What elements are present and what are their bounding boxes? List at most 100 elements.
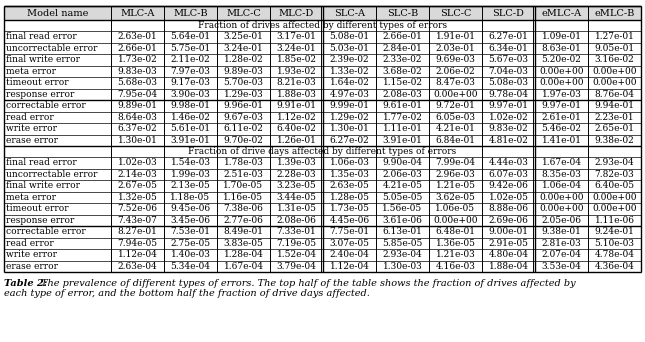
Text: 2.61e-01: 2.61e-01 (542, 113, 581, 122)
Text: 4.44e-03: 4.44e-03 (488, 158, 528, 167)
Text: 0.00e+00: 0.00e+00 (433, 216, 478, 225)
Text: SLC-A: SLC-A (334, 9, 365, 17)
Text: 9.91e-01: 9.91e-01 (277, 101, 317, 110)
Text: 1.93e-02: 1.93e-02 (277, 67, 317, 76)
Text: 2.40e-04: 2.40e-04 (330, 250, 370, 259)
Text: 1.12e-02: 1.12e-02 (277, 113, 317, 122)
Text: 6.48e-01: 6.48e-01 (435, 227, 475, 236)
Text: 5.67e-03: 5.67e-03 (488, 55, 528, 64)
Text: final write error: final write error (6, 55, 80, 64)
Text: 1.67e-04: 1.67e-04 (542, 158, 582, 167)
Text: read error: read error (6, 239, 54, 248)
Text: 2.63e-04: 2.63e-04 (117, 262, 157, 271)
Text: 9.99e-01: 9.99e-01 (330, 101, 370, 110)
Text: 0.00e+00: 0.00e+00 (592, 67, 637, 76)
Text: 3.62e-05: 3.62e-05 (435, 193, 475, 202)
Text: 1.56e-05: 1.56e-05 (382, 204, 422, 213)
Text: 1.32e-05: 1.32e-05 (117, 193, 157, 202)
Text: erase error: erase error (6, 262, 58, 271)
Text: 2.23e-01: 2.23e-01 (595, 113, 634, 122)
Text: MLC-A: MLC-A (121, 9, 155, 17)
Text: 4.97e-03: 4.97e-03 (330, 90, 370, 99)
Text: 5.64e-01: 5.64e-01 (170, 32, 210, 41)
Text: 8.21e-03: 8.21e-03 (277, 78, 317, 87)
Text: each type of error, and the bottom half the fraction of drive days affected.: each type of error, and the bottom half … (4, 289, 370, 298)
Text: 4.16e-03: 4.16e-03 (435, 262, 475, 271)
Text: The prevalence of different types of errors. The top half of the table shows the: The prevalence of different types of err… (41, 279, 575, 288)
Text: 1.11e-06: 1.11e-06 (595, 216, 635, 225)
Text: 1.35e-03: 1.35e-03 (330, 170, 370, 179)
Text: 2.08e-06: 2.08e-06 (277, 216, 317, 225)
Text: 2.75e-05: 2.75e-05 (170, 239, 210, 248)
Text: 0.00e+00: 0.00e+00 (592, 78, 637, 87)
Text: 1.78e-03: 1.78e-03 (224, 158, 263, 167)
Text: 1.28e-05: 1.28e-05 (330, 193, 370, 202)
Text: 3.90e-03: 3.90e-03 (171, 90, 210, 99)
Text: 8.76e-04: 8.76e-04 (595, 90, 635, 99)
Text: 5.70e-03: 5.70e-03 (224, 78, 264, 87)
Text: 2.65e-01: 2.65e-01 (595, 124, 635, 133)
Text: SLC-C: SLC-C (440, 9, 471, 17)
Text: 1.06e-03: 1.06e-03 (330, 158, 370, 167)
Text: 0.00e+00: 0.00e+00 (539, 204, 584, 213)
Text: 4.80e-04: 4.80e-04 (488, 250, 528, 259)
Text: 1.21e-03: 1.21e-03 (435, 250, 475, 259)
Text: 3.23e-05: 3.23e-05 (277, 181, 317, 190)
Text: 1.64e-02: 1.64e-02 (330, 78, 370, 87)
Text: 2.66e-01: 2.66e-01 (117, 44, 157, 53)
Text: 2.67e-05: 2.67e-05 (117, 181, 157, 190)
Text: 1.02e-02: 1.02e-02 (489, 113, 528, 122)
Text: 3.79e-04: 3.79e-04 (277, 262, 317, 271)
Text: 9.89e-01: 9.89e-01 (117, 101, 157, 110)
Text: 9.17e-03: 9.17e-03 (170, 78, 210, 87)
Text: 0.00e+00: 0.00e+00 (433, 90, 478, 99)
Text: 6.40e-05: 6.40e-05 (595, 181, 635, 190)
Text: 7.95e-04: 7.95e-04 (117, 90, 157, 99)
Text: 5.34e-04: 5.34e-04 (170, 262, 210, 271)
Text: 1.30e-01: 1.30e-01 (330, 124, 370, 133)
Text: read error: read error (6, 113, 54, 122)
Text: 2.28e-03: 2.28e-03 (277, 170, 316, 179)
Text: 6.11e-02: 6.11e-02 (224, 124, 263, 133)
Text: 0.00e+00: 0.00e+00 (539, 67, 584, 76)
Bar (4, 6, 641, 20)
Text: 7.19e-05: 7.19e-05 (277, 239, 317, 248)
Text: 1.28e-02: 1.28e-02 (224, 55, 263, 64)
Text: 2.69e-06: 2.69e-06 (488, 216, 528, 225)
Text: 2.39e-02: 2.39e-02 (330, 55, 370, 64)
Text: 6.84e-01: 6.84e-01 (435, 136, 475, 145)
Text: MLC-D: MLC-D (279, 9, 314, 17)
Text: 5.20e-02: 5.20e-02 (542, 55, 581, 64)
Text: meta error: meta error (6, 67, 56, 76)
Text: 7.99e-04: 7.99e-04 (435, 158, 475, 167)
Text: 8.63e-01: 8.63e-01 (542, 44, 581, 53)
Text: 3.44e-05: 3.44e-05 (277, 193, 317, 202)
Text: 9.69e-03: 9.69e-03 (435, 55, 475, 64)
Text: 1.27e-01: 1.27e-01 (595, 32, 635, 41)
Text: 7.75e-01: 7.75e-01 (330, 227, 370, 236)
Text: 9.45e-06: 9.45e-06 (170, 204, 210, 213)
Text: MLC-B: MLC-B (174, 9, 208, 17)
Text: 6.37e-02: 6.37e-02 (117, 124, 157, 133)
Text: 2.93e-04: 2.93e-04 (595, 158, 635, 167)
Text: 9.38e-01: 9.38e-01 (542, 227, 581, 236)
Text: 4.81e-02: 4.81e-02 (488, 136, 528, 145)
Text: write error: write error (6, 124, 57, 133)
Text: 2.63e-05: 2.63e-05 (330, 181, 370, 190)
Text: 5.46e-02: 5.46e-02 (542, 124, 582, 133)
Text: 6.07e-03: 6.07e-03 (488, 170, 528, 179)
Text: 6.27e-02: 6.27e-02 (330, 136, 370, 145)
Text: 1.41e-01: 1.41e-01 (542, 136, 582, 145)
Text: 3.91e-01: 3.91e-01 (170, 136, 210, 145)
Text: Model name: Model name (27, 9, 88, 17)
Text: 2.14e-03: 2.14e-03 (117, 170, 157, 179)
Text: 2.03e-01: 2.03e-01 (435, 44, 475, 53)
Text: Fraction of drives affected by different types of errors: Fraction of drives affected by different… (198, 21, 447, 30)
Text: final read error: final read error (6, 158, 77, 167)
Text: 2.77e-06: 2.77e-06 (224, 216, 263, 225)
Text: 1.91e-01: 1.91e-01 (435, 32, 475, 41)
Text: eMLC-B: eMLC-B (594, 9, 635, 17)
Text: 1.06e-05: 1.06e-05 (435, 204, 475, 213)
Text: 2.06e-02: 2.06e-02 (435, 67, 475, 76)
Text: 2.84e-01: 2.84e-01 (382, 44, 422, 53)
